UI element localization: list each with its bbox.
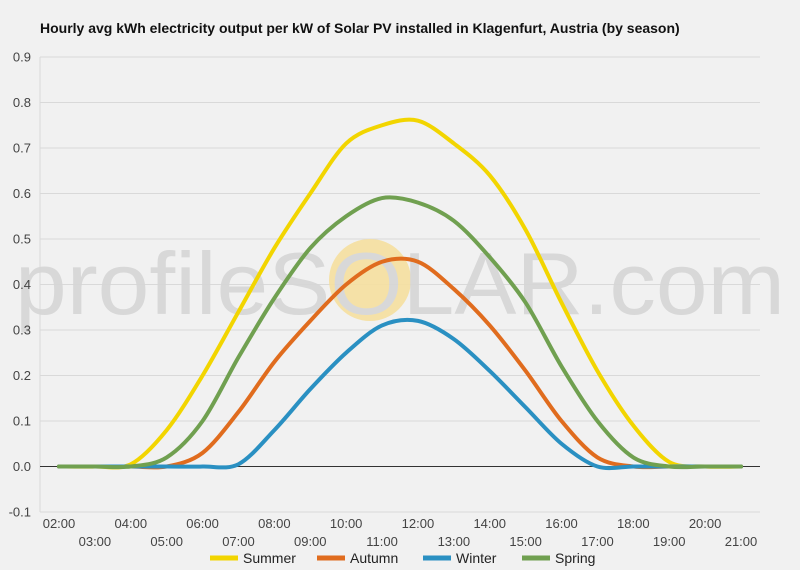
x-tick-label: 05:00 bbox=[150, 534, 183, 549]
x-tick-label: 02:00 bbox=[43, 516, 76, 531]
legend-label: Spring bbox=[555, 550, 595, 566]
x-tick-label: 15:00 bbox=[509, 534, 542, 549]
series-lines bbox=[57, 117, 743, 471]
x-tick-label: 16:00 bbox=[545, 516, 578, 531]
x-tick-label: 04:00 bbox=[115, 516, 148, 531]
x-tick-label: 09:00 bbox=[294, 534, 327, 549]
series-line-winter bbox=[57, 317, 743, 471]
series-line-spring bbox=[57, 195, 743, 470]
x-tick-label: 08:00 bbox=[258, 516, 291, 531]
x-tick-label: 10:00 bbox=[330, 516, 363, 531]
x-tick-label: 13:00 bbox=[438, 534, 471, 549]
x-tick-label: 21:00 bbox=[725, 534, 758, 549]
legend-label: Winter bbox=[456, 550, 497, 566]
x-tick-label: 17:00 bbox=[581, 534, 614, 549]
x-tick-label: 14:00 bbox=[473, 516, 506, 531]
y-tick-label: 0.6 bbox=[13, 186, 31, 201]
x-tick-label: 20:00 bbox=[689, 516, 722, 531]
x-tick-label: 06:00 bbox=[186, 516, 219, 531]
x-tick-label: 18:00 bbox=[617, 516, 650, 531]
y-tick-label: 0.7 bbox=[13, 141, 31, 156]
y-tick-label: 0.0 bbox=[13, 459, 31, 474]
y-tick-label: 0.3 bbox=[13, 323, 31, 338]
series-line-summer bbox=[57, 117, 743, 470]
y-tick-label: 0.8 bbox=[13, 95, 31, 110]
x-tick-label: 07:00 bbox=[222, 534, 255, 549]
y-tick-label: -0.1 bbox=[9, 505, 31, 520]
chart-title: Hourly avg kWh electricity output per kW… bbox=[40, 20, 680, 36]
x-tick-label: 11:00 bbox=[366, 534, 398, 549]
y-tick-label: 0.2 bbox=[13, 368, 31, 383]
watermark-text: profileSOLAR.com bbox=[15, 234, 785, 333]
x-axis-ticks: 02:0003:0004:0005:0006:0007:0008:0009:00… bbox=[43, 516, 758, 549]
y-tick-label: 0.4 bbox=[13, 277, 31, 292]
legend-label: Autumn bbox=[350, 550, 398, 566]
watermark: profileSOLAR.com bbox=[15, 234, 785, 333]
y-tick-label: 0.9 bbox=[13, 50, 31, 65]
y-axis-ticks: -0.1 0.0 0.1 0.2 0.3 0.4 0.5 0.6 0.7 0.8 0.9 bbox=[9, 50, 31, 520]
x-tick-label: 19:00 bbox=[653, 534, 686, 549]
y-tick-label: 0.5 bbox=[13, 232, 31, 247]
x-tick-label: 03:00 bbox=[79, 534, 112, 549]
x-tick-label: 12:00 bbox=[402, 516, 435, 531]
legend-label: Summer bbox=[243, 550, 296, 566]
legend: Summer Autumn Winter Spring bbox=[210, 550, 595, 566]
y-tick-label: 0.1 bbox=[13, 414, 31, 429]
